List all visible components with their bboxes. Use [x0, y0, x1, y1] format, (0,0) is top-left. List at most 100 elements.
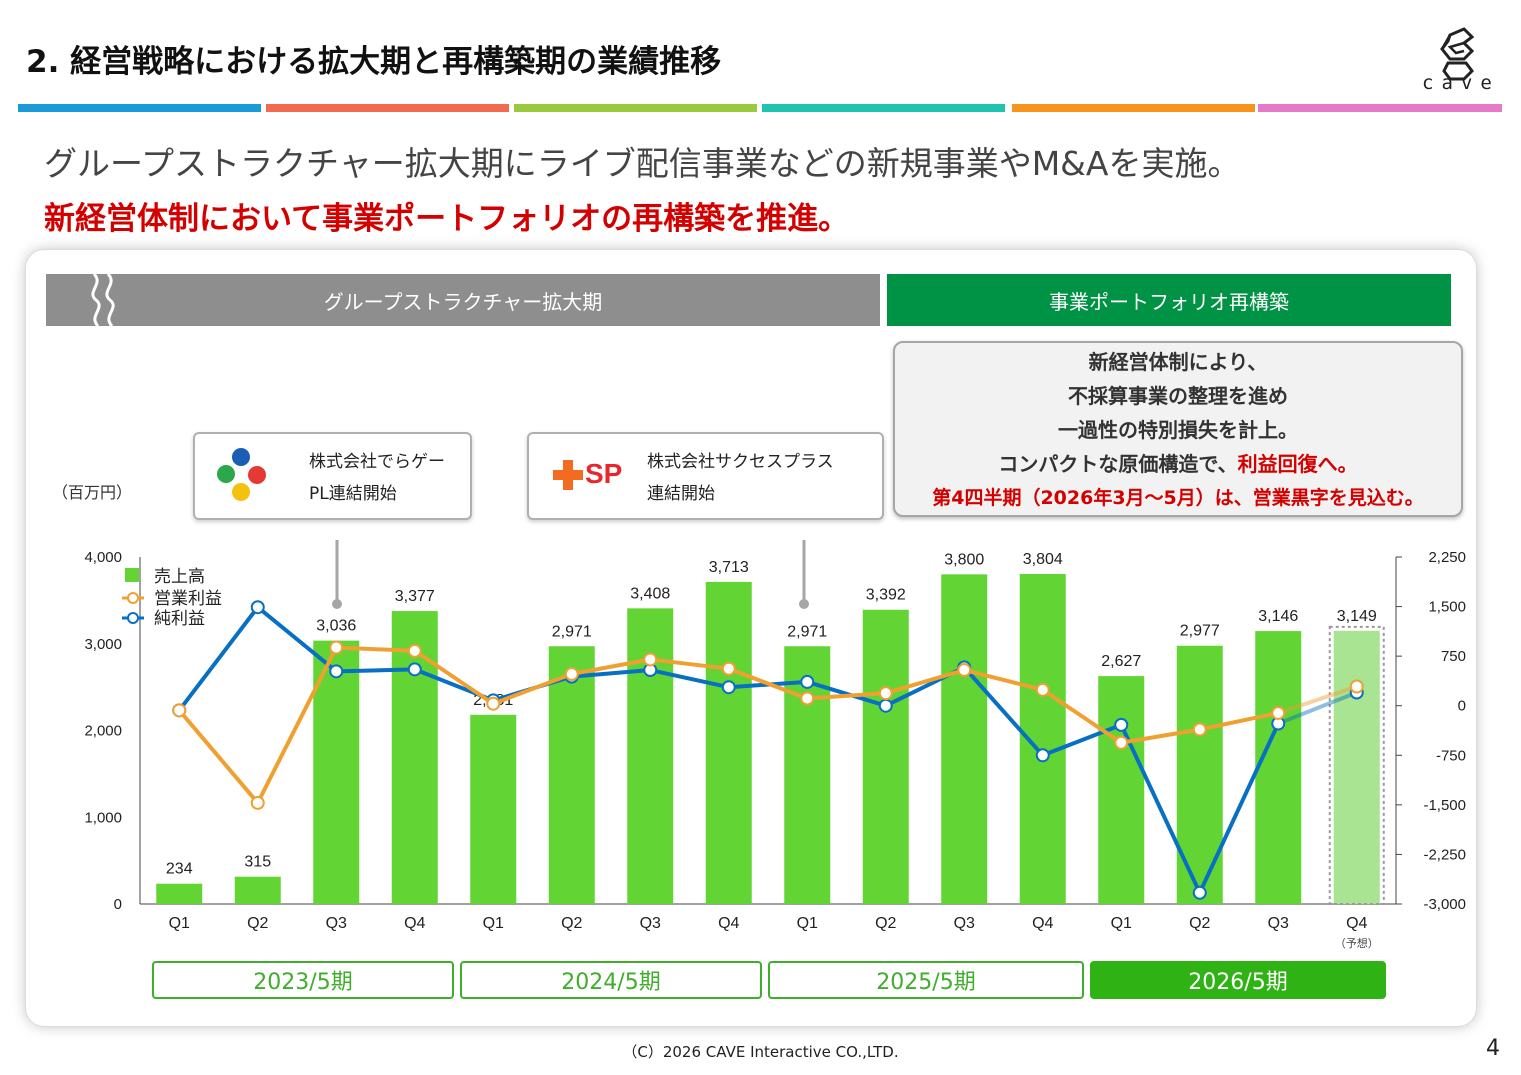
- x-tick-label: Q4: [1032, 915, 1053, 932]
- wave-break-icon: [91, 274, 115, 326]
- operating-profit-point: [172, 703, 187, 718]
- sales-data-label: 3,713: [709, 559, 749, 576]
- x-tick-label: Q3: [1268, 915, 1289, 932]
- callout-1-line1: 株式会社でらゲー: [309, 452, 445, 472]
- headline: 新経営体制において事業ポートフォリオの再構築を推進。: [44, 201, 850, 237]
- net-profit-point: [800, 674, 815, 689]
- legend-net-label: 純利益: [154, 609, 205, 628]
- net-profit-forecast-segment: [1277, 690, 1358, 726]
- header-stripe: [1258, 104, 1502, 112]
- net-profit-point: [407, 662, 422, 677]
- header-stripe: [18, 104, 261, 112]
- x-tick-label: Q1: [483, 915, 504, 932]
- period-2025: 2025/5期: [768, 961, 1084, 999]
- right-tick-label: -750: [1436, 747, 1466, 764]
- sales-bar: [784, 646, 831, 904]
- net-profit-point: [250, 600, 265, 615]
- sales-bar: [1333, 630, 1380, 904]
- callout-successplus: SP 株式会社サクセスプラス 連結開始: [527, 432, 884, 520]
- sales-bar: [470, 714, 517, 904]
- legend-sales-label: 売上高: [154, 567, 205, 586]
- callout-deragame: 株式会社でらゲー PL連結開始: [193, 432, 472, 520]
- sales-data-label: 3,036: [316, 618, 356, 635]
- x-tick-label: Q1: [797, 915, 818, 932]
- left-tick-label: 1,000: [84, 809, 122, 826]
- net-profit-point: [1035, 748, 1050, 763]
- right-tick-label: 0: [1458, 698, 1466, 715]
- operating-profit-point: [564, 666, 579, 681]
- callout-2-line2: 連結開始: [647, 484, 715, 504]
- header-stripe: [1012, 104, 1255, 112]
- callout-connector-dot: [799, 599, 809, 609]
- note-line-3: 一過性の特別損失を計上。: [1058, 418, 1298, 442]
- operating-profit-point: [1349, 679, 1364, 694]
- operating-profit-point: [957, 663, 972, 678]
- operating-profit-point: [1035, 682, 1050, 697]
- sales-data-label: 3,149: [1337, 608, 1377, 625]
- legend-sales-swatch: [125, 568, 139, 582]
- x-tick-label: Q2: [247, 915, 268, 932]
- operating-profit-point: [878, 686, 893, 701]
- callout-1-line2: PL連結開始: [309, 484, 397, 504]
- operating-profit-point: [800, 691, 815, 706]
- page-number: 4: [1486, 1036, 1500, 1061]
- header-stripe: [514, 104, 757, 112]
- x-tick-label: Q2: [875, 915, 896, 932]
- x-tick-label: Q4: [718, 915, 739, 932]
- copyright: （C）2026 CAVE Interactive CO.,LTD.: [622, 1043, 899, 1061]
- page-title: 2. 経営戦略における拡大期と再構築期の業績推移: [26, 44, 722, 80]
- performance-chart: 0 1,000 2,000 3,000 4,000 2,250 1,500 750 0 -750 -…: [84, 540, 1466, 950]
- subtitle: グループストラクチャー拡大期にライブ配信事業などの新規事業やM&Aを実施。: [44, 144, 1241, 183]
- sales-data-label: 234: [166, 861, 193, 878]
- sales-data-label: 2,971: [552, 623, 592, 640]
- plus-logo-icon: [553, 460, 583, 490]
- x-tick-label: Q1: [169, 915, 190, 932]
- sales-data-label: 3,800: [944, 551, 984, 568]
- sales-data-label: 3,804: [1023, 551, 1063, 568]
- callout-connector-dot: [332, 599, 342, 609]
- note-line-4-prefix: コンパクトな原価構造で、: [998, 452, 1238, 476]
- net-profit-point: [329, 664, 344, 679]
- sales-bar: [705, 581, 752, 904]
- x-tick-label: Q3: [326, 915, 347, 932]
- sales-bar: [234, 876, 281, 904]
- net-profit-point: [721, 680, 736, 695]
- sales-bar: [1176, 645, 1223, 904]
- sales-data-label: 3,146: [1258, 608, 1298, 625]
- net-profit-point: [878, 698, 893, 713]
- legend-op-marker: [127, 592, 139, 604]
- sales-bar: [156, 883, 203, 904]
- period-2023: 2023/5期: [152, 961, 454, 999]
- operating-profit-point: [250, 795, 265, 810]
- legend-op-label: 営業利益: [154, 589, 222, 608]
- right-tick-label: 750: [1441, 648, 1466, 665]
- x-tick-label: Q4: [1346, 915, 1367, 932]
- sales-data-label: 3,408: [630, 585, 670, 602]
- left-tick-label: 0: [114, 896, 122, 913]
- sales-bar: [313, 640, 360, 904]
- operating-profit-point: [407, 643, 422, 658]
- banner-rebuild-label: 事業ポートフォリオ再構築: [1049, 289, 1289, 314]
- sales-data-label: 3,392: [866, 587, 906, 604]
- x-tick-label: Q4: [404, 915, 425, 932]
- header-stripe: [266, 104, 509, 112]
- banner-expansion-period: グループストラクチャー拡大期: [46, 274, 880, 326]
- period-2026: 2026/5期: [1090, 961, 1386, 999]
- sales-data-label: 3,377: [395, 588, 435, 605]
- operating-profit-point: [329, 640, 344, 655]
- forecast-note: （予想）: [1335, 936, 1379, 950]
- right-tick-label: -1,500: [1423, 797, 1466, 814]
- sales-bar: [941, 574, 988, 904]
- note-line-5: 第4四半期（2026年3月〜5月）は、営業黒字を見込む。: [932, 487, 1424, 509]
- cave-logo: [1440, 27, 1475, 81]
- operating-profit-point: [721, 661, 736, 676]
- note-box: 新経営体制により、 不採算事業の整理を進め 一過性の特別損失を計上。 コンパクト…: [893, 341, 1463, 517]
- sales-data-label: 2,971: [787, 623, 827, 640]
- note-line-4: コンパクトな原価構造で、利益回復へ。: [895, 447, 1461, 481]
- note-line-2: 不採算事業の整理を進め: [1068, 384, 1288, 408]
- unit-label: （百万円）: [52, 483, 133, 502]
- sales-bar: [862, 609, 909, 904]
- operating-profit-point: [1271, 705, 1286, 720]
- successplus-logo-text: SP: [585, 458, 623, 489]
- net-profit-point: [1192, 885, 1207, 900]
